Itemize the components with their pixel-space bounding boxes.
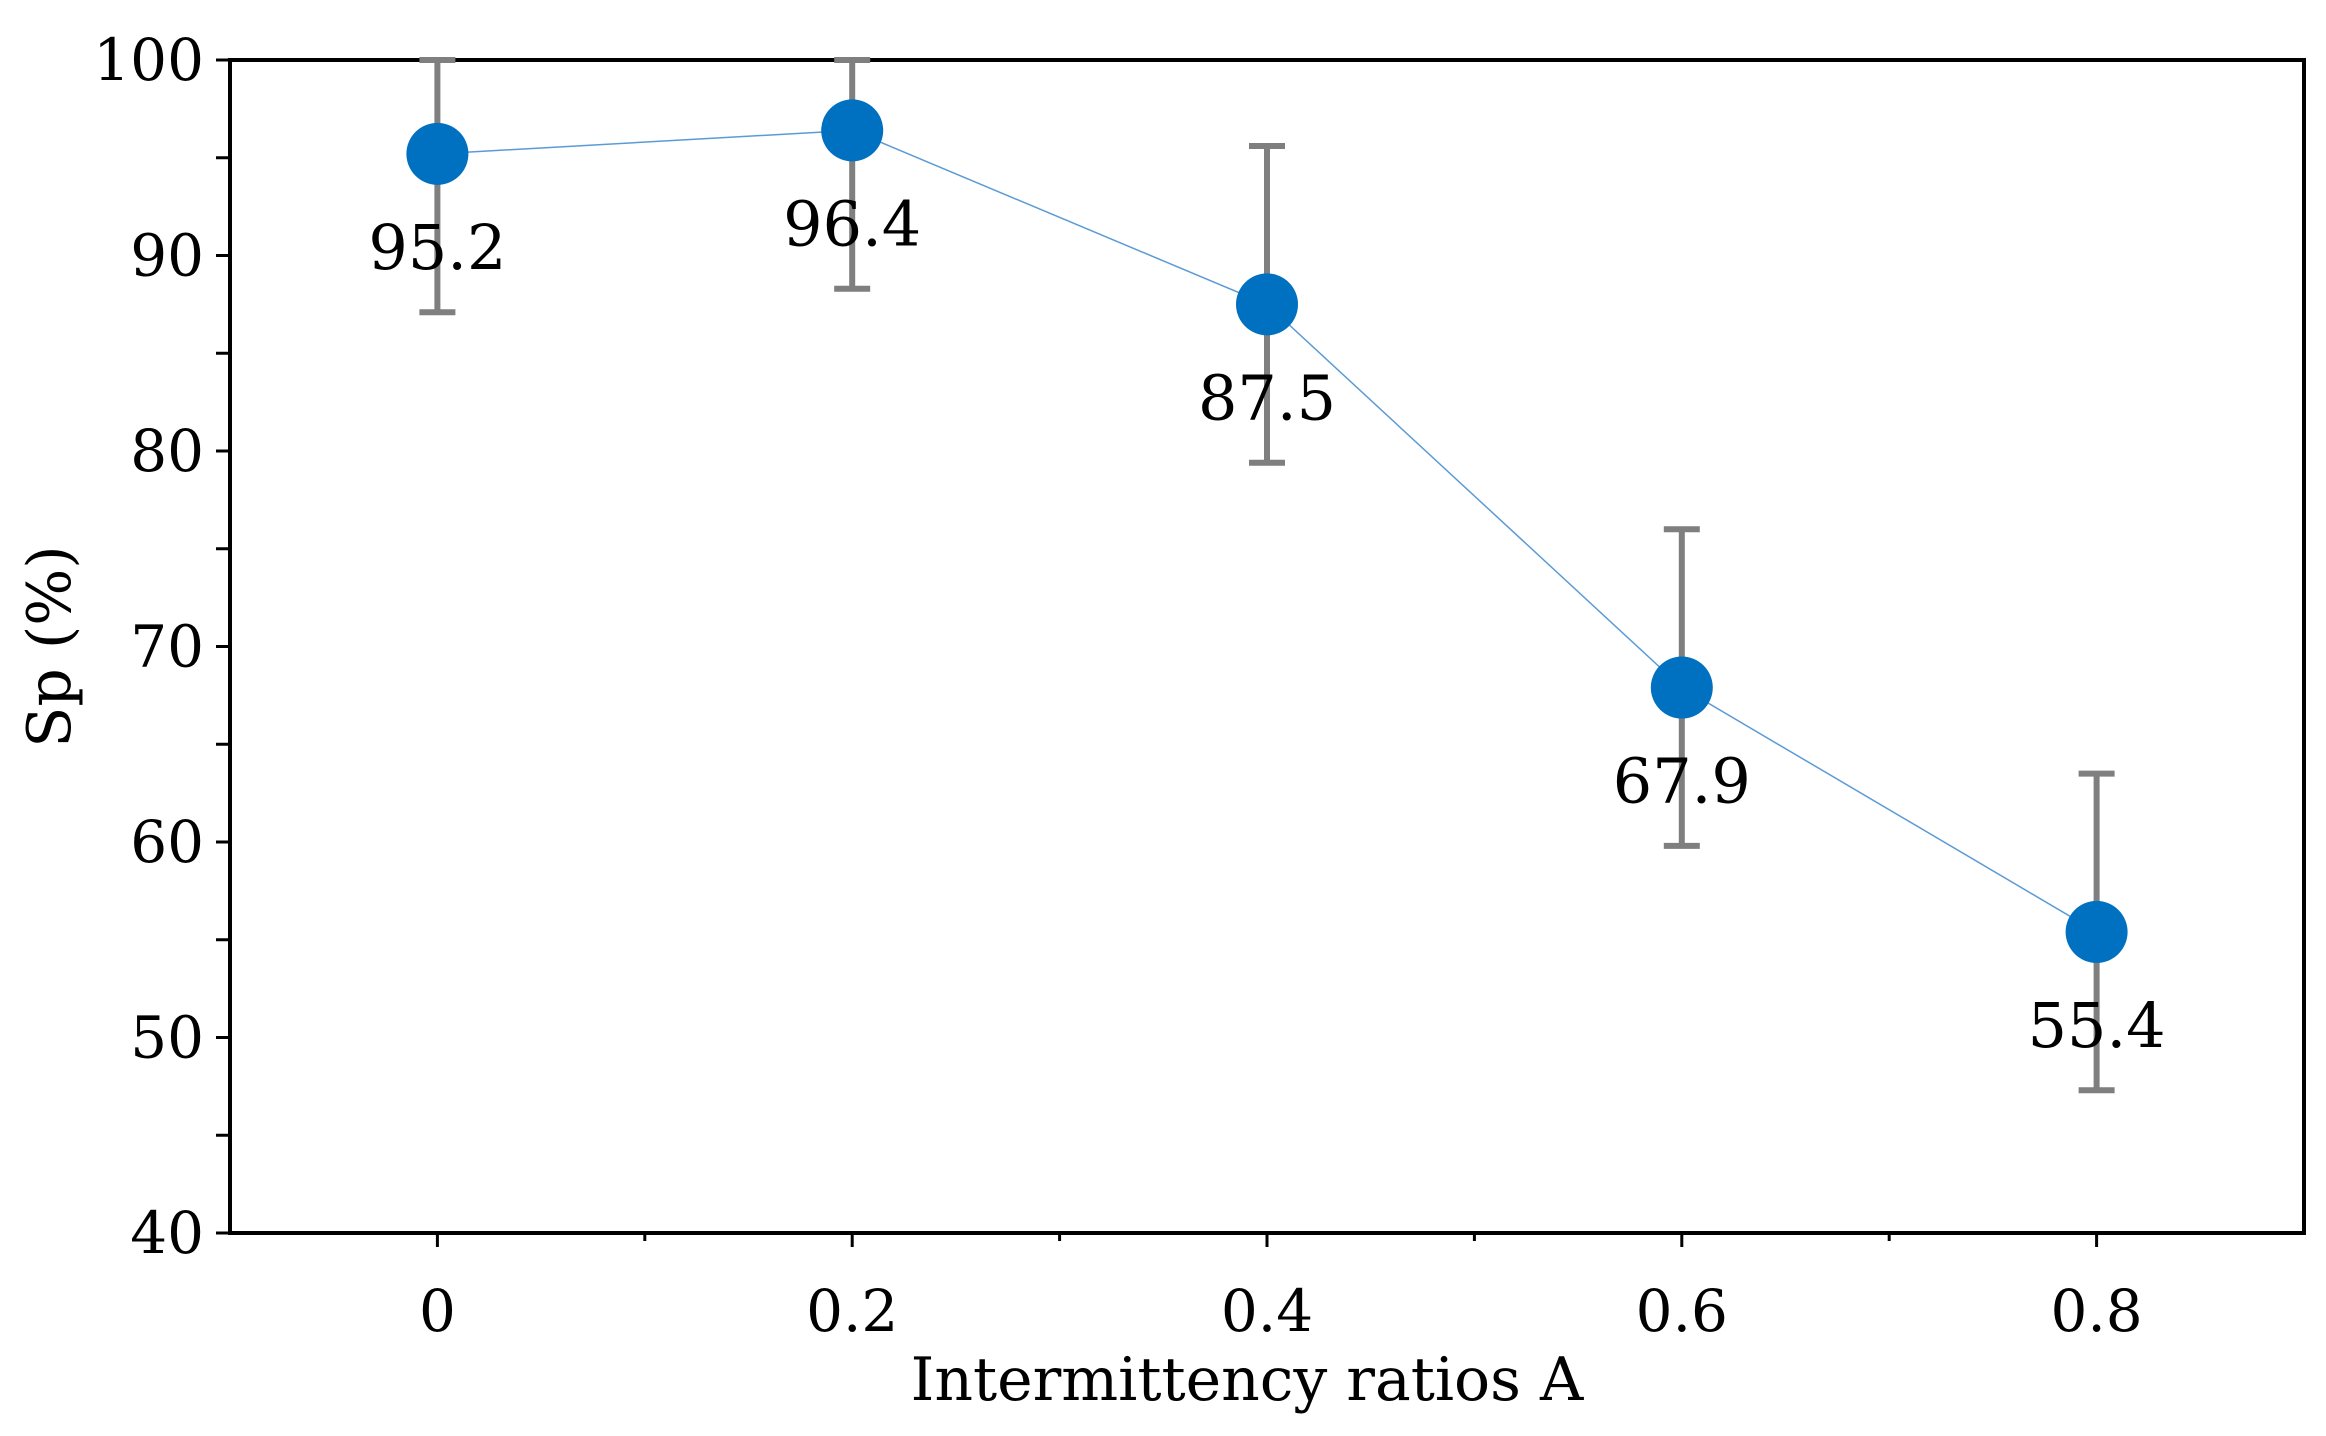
data-point — [406, 122, 469, 185]
y-axis-title: Sp (%) — [15, 545, 85, 747]
y-tick-label: 100 — [93, 26, 204, 94]
error-bar — [834, 57, 871, 292]
data-markers — [406, 99, 2128, 963]
data-point — [1236, 273, 1298, 336]
data-labels: 95.2 96.4 87.5 67.9 55.4 — [368, 187, 2165, 1062]
x-tick-label: 0.4 — [1221, 1277, 1313, 1345]
y-tick-label: 40 — [130, 1199, 204, 1267]
data-point — [2065, 900, 2128, 963]
axes: 40 50 60 70 80 90 100 0 0.2 0.4 0.6 0.8 — [93, 26, 2306, 1345]
data-point — [1650, 656, 1713, 719]
data-label: 55.4 — [2028, 989, 2166, 1062]
x-tick-label: 0.6 — [1636, 1277, 1728, 1345]
error-bars — [419, 57, 2115, 1094]
y-tick-label: 60 — [130, 808, 204, 876]
x-tick-label: 0.8 — [2050, 1277, 2142, 1345]
x-axis-title: Intermittency ratios A — [911, 1345, 1584, 1415]
data-label: 95.2 — [368, 211, 506, 284]
data-point — [821, 99, 884, 162]
x-tick-label: 0.2 — [806, 1277, 898, 1345]
y-tick-label: 50 — [130, 1004, 204, 1072]
y-tick-label: 90 — [130, 222, 204, 290]
x-tick-label: 0 — [419, 1277, 456, 1345]
data-label: 96.4 — [783, 187, 921, 260]
y-tick-label: 80 — [130, 417, 204, 485]
data-label: 67.9 — [1613, 745, 1751, 818]
y-tick-label: 70 — [130, 613, 204, 681]
error-bar — [419, 57, 456, 316]
data-label: 87.5 — [1198, 361, 1336, 434]
